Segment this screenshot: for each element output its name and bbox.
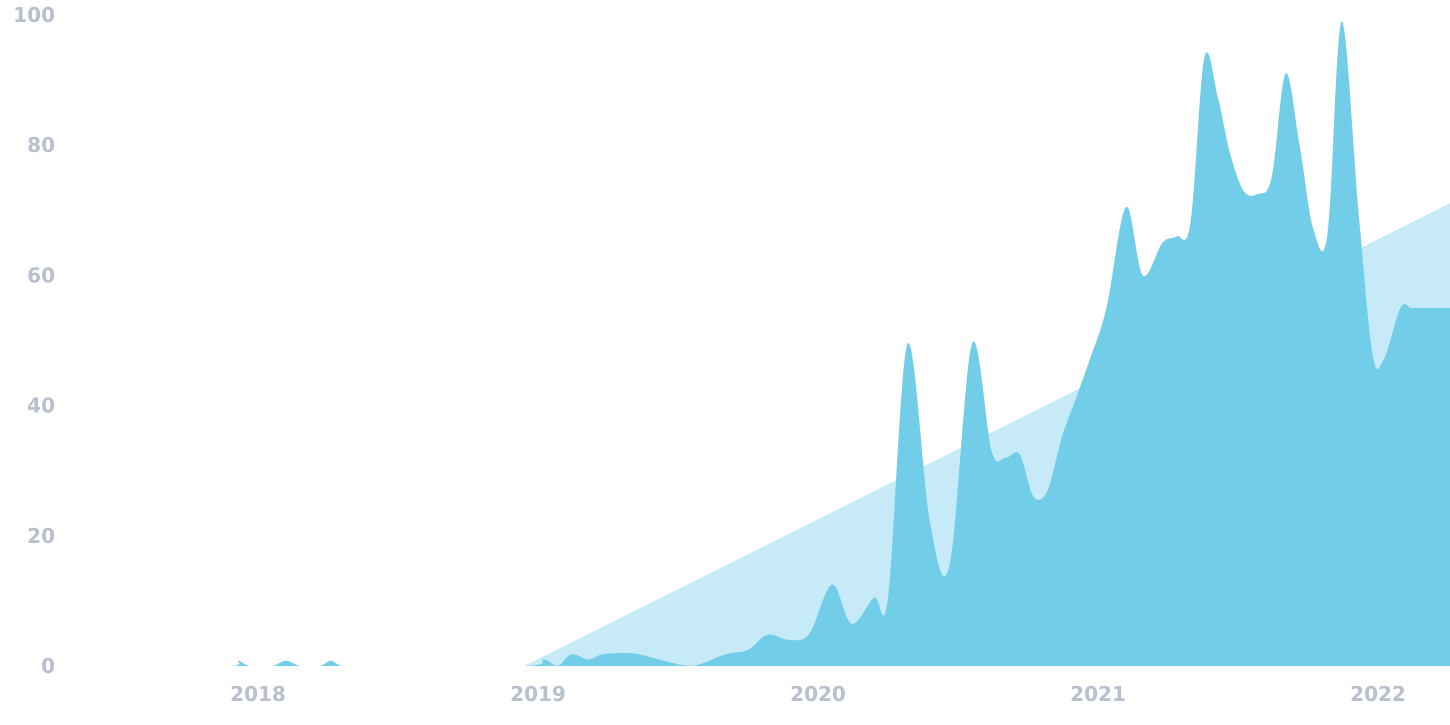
y-tick-label: 80	[27, 133, 55, 157]
plot-area	[137, 21, 1450, 667]
x-tick-label: 2020	[790, 682, 846, 706]
x-tick-label: 2022	[1350, 682, 1406, 706]
x-axis: 2018 2019 2020 2021 2022	[230, 682, 1406, 706]
y-tick-label: 60	[27, 263, 55, 287]
series-area	[137, 21, 1450, 667]
x-tick-label: 2018	[230, 682, 286, 706]
y-tick-label: 100	[13, 3, 55, 27]
x-tick-label: 2021	[1070, 682, 1126, 706]
y-tick-label: 40	[27, 394, 55, 418]
x-tick-label: 2019	[510, 682, 566, 706]
y-tick-label: 20	[27, 524, 55, 548]
y-axis: 0 20 40 60 80 100	[13, 3, 55, 678]
y-tick-label: 0	[41, 654, 55, 678]
